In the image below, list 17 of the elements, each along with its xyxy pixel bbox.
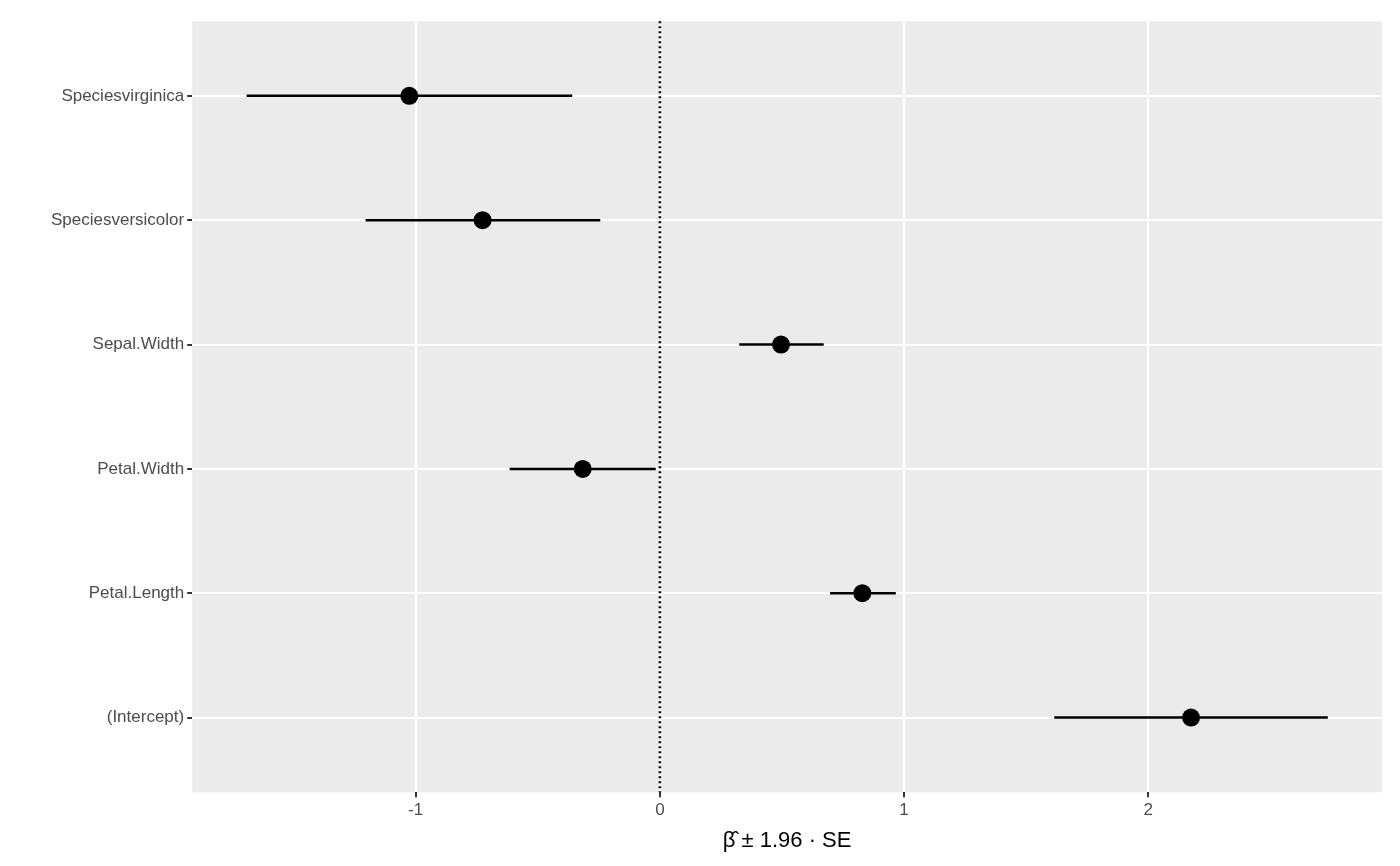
point [772, 335, 790, 354]
x-tick-label: 1 [899, 800, 909, 820]
x-tick-label: 2 [1143, 800, 1154, 820]
point [400, 86, 419, 105]
point [573, 459, 592, 478]
y-tick-label: Petal.Width [97, 458, 185, 478]
y-tick-label: Sepal.Width [92, 334, 185, 354]
x-axis-title: β̂ ± 1.96 · SE [722, 826, 852, 852]
y-tick-label: Speciesvirginica [61, 85, 185, 105]
point [853, 584, 872, 603]
y-tick-label: Speciesversicolor [50, 209, 185, 229]
x-tick-label: 0 [655, 800, 665, 820]
y-tick-label: (Intercept) [106, 707, 185, 727]
point [1182, 708, 1201, 727]
point [473, 211, 492, 230]
x-tick-label: -1 [408, 800, 424, 820]
y-tick-label: Petal.Length [88, 582, 185, 602]
